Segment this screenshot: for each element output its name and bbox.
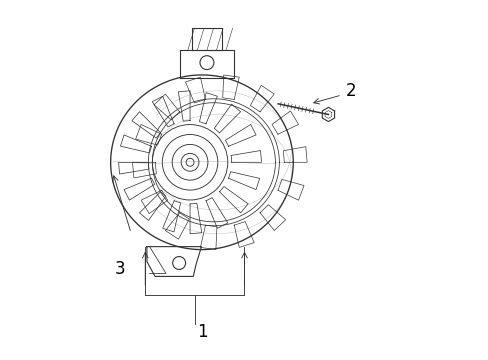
Text: 2: 2 — [345, 82, 355, 100]
Text: 1: 1 — [196, 323, 207, 341]
Text: 3: 3 — [115, 260, 125, 278]
